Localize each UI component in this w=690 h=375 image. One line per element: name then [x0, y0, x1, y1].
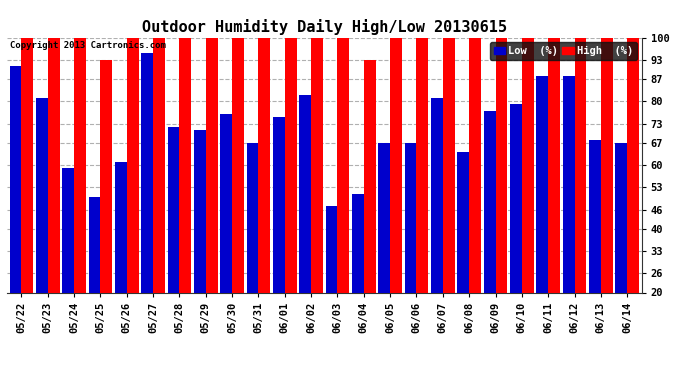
- Bar: [273, 117, 285, 292]
- Bar: [627, 15, 639, 292]
- Bar: [259, 0, 270, 292]
- Bar: [101, 60, 112, 292]
- Bar: [364, 60, 375, 292]
- Bar: [378, 143, 390, 292]
- Bar: [484, 111, 495, 292]
- Title: Outdoor Humidity Daily High/Low 20130615: Outdoor Humidity Daily High/Low 20130615: [142, 19, 506, 35]
- Bar: [589, 140, 601, 292]
- Bar: [153, 0, 165, 292]
- Bar: [404, 143, 417, 292]
- Bar: [417, 0, 428, 292]
- Legend: Low  (%), High  (%): Low (%), High (%): [490, 42, 637, 60]
- Bar: [390, 0, 402, 292]
- Bar: [469, 38, 481, 292]
- Bar: [179, 0, 191, 292]
- Bar: [62, 168, 74, 292]
- Bar: [337, 0, 349, 292]
- Bar: [510, 104, 522, 292]
- Bar: [285, 12, 297, 292]
- Bar: [431, 98, 443, 292]
- Bar: [127, 0, 139, 292]
- Bar: [168, 127, 179, 292]
- Bar: [495, 21, 507, 292]
- Bar: [536, 76, 548, 292]
- Bar: [548, 0, 560, 292]
- Bar: [21, 0, 33, 292]
- Bar: [299, 95, 311, 292]
- Bar: [194, 130, 206, 292]
- Bar: [10, 66, 21, 292]
- Bar: [443, 12, 455, 292]
- Bar: [141, 54, 153, 292]
- Bar: [88, 197, 101, 292]
- Bar: [115, 162, 127, 292]
- Bar: [206, 0, 217, 292]
- Bar: [232, 0, 244, 292]
- Bar: [575, 0, 586, 292]
- Bar: [615, 143, 627, 292]
- Bar: [352, 194, 364, 292]
- Bar: [522, 0, 533, 292]
- Bar: [36, 98, 48, 292]
- Bar: [311, 0, 323, 292]
- Bar: [326, 206, 337, 292]
- Bar: [220, 114, 232, 292]
- Text: Copyright 2013 Cartronics.com: Copyright 2013 Cartronics.com: [10, 41, 166, 50]
- Bar: [74, 38, 86, 292]
- Bar: [457, 152, 469, 292]
- Bar: [246, 143, 259, 292]
- Bar: [562, 76, 575, 292]
- Bar: [601, 0, 613, 292]
- Bar: [48, 0, 59, 292]
